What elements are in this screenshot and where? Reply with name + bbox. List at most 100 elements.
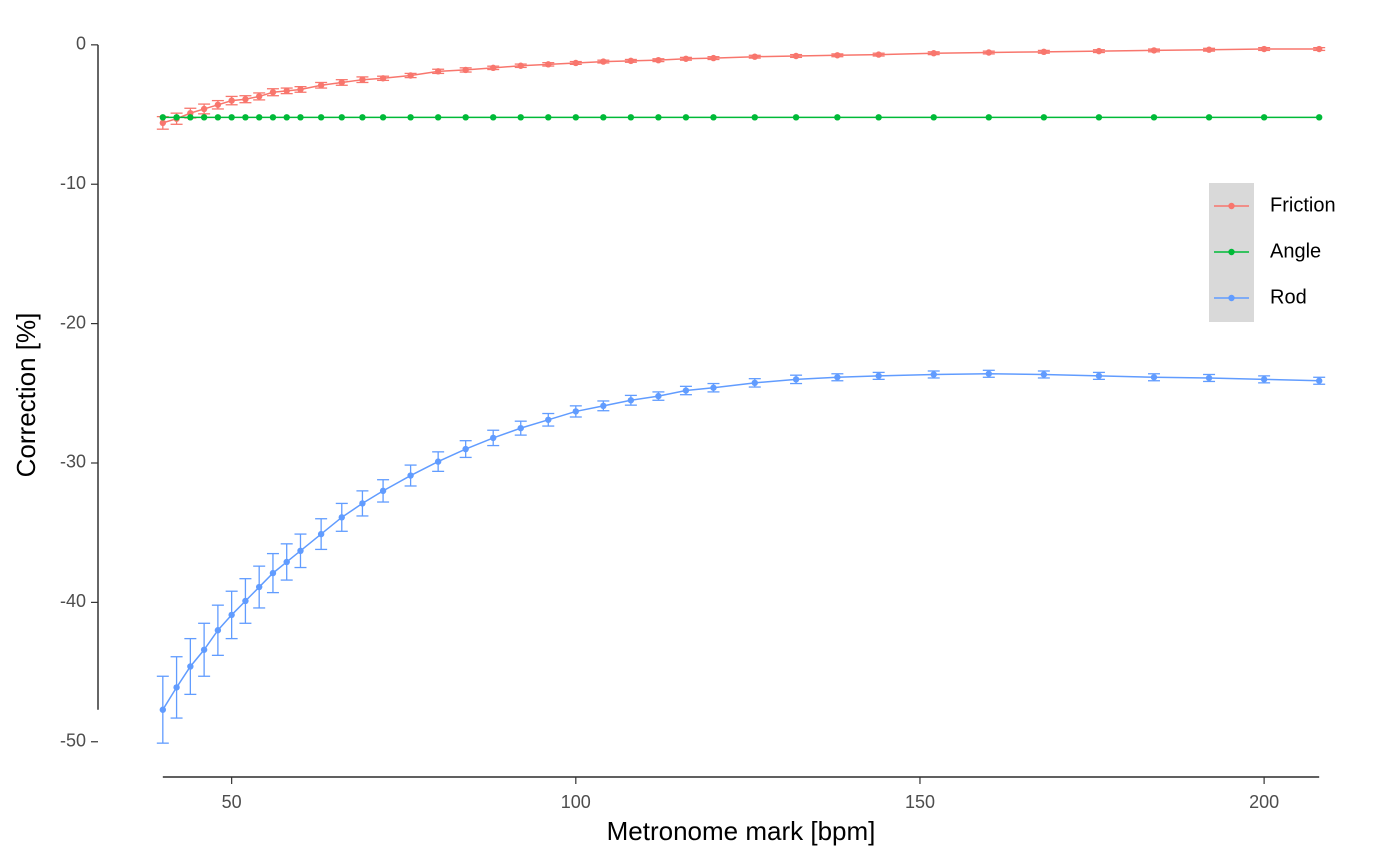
point	[1150, 114, 1158, 121]
point	[379, 75, 387, 82]
legend-label: Friction	[1270, 194, 1336, 216]
point	[875, 372, 882, 380]
point	[255, 93, 263, 100]
point	[490, 114, 497, 121]
point	[159, 706, 167, 713]
point	[545, 114, 552, 121]
point	[269, 114, 277, 121]
point	[1205, 114, 1213, 121]
point	[255, 114, 263, 121]
point	[407, 72, 414, 79]
y-tick-label: -40	[60, 591, 86, 611]
point	[751, 114, 758, 121]
point	[1095, 114, 1103, 121]
y-tick-label: -30	[60, 452, 86, 472]
point	[434, 68, 442, 75]
point	[297, 547, 304, 555]
point	[159, 114, 167, 121]
point	[1260, 45, 1268, 53]
point	[159, 119, 167, 127]
y-tick-label: -50	[60, 731, 86, 751]
point	[545, 61, 552, 68]
point	[297, 114, 304, 121]
y-tick-label: -20	[60, 312, 86, 332]
x-tick-label: 150	[905, 792, 935, 812]
point	[710, 384, 717, 391]
point	[407, 472, 414, 479]
point	[269, 89, 277, 96]
series-line	[162, 373, 1320, 711]
point	[1315, 45, 1323, 53]
point	[751, 53, 758, 60]
point	[517, 114, 524, 121]
point	[228, 114, 235, 121]
point	[875, 51, 882, 58]
point	[627, 397, 635, 404]
point	[1205, 46, 1213, 53]
point	[1315, 377, 1323, 384]
point	[407, 114, 414, 121]
point	[359, 76, 366, 83]
point	[242, 96, 249, 103]
point	[1150, 47, 1158, 54]
point	[1040, 48, 1048, 56]
x-tick-label: 200	[1249, 792, 1279, 812]
point	[985, 370, 992, 377]
point	[875, 114, 882, 121]
point	[600, 114, 607, 121]
point	[462, 445, 469, 453]
point	[283, 87, 290, 95]
legend-key-point	[1228, 294, 1235, 302]
point	[187, 114, 194, 121]
point	[462, 66, 469, 74]
point	[682, 55, 690, 62]
point	[359, 114, 366, 121]
point	[434, 114, 442, 121]
point	[1315, 114, 1323, 121]
point	[1095, 47, 1103, 55]
point	[255, 583, 263, 591]
point	[490, 434, 497, 442]
point	[379, 114, 387, 121]
point	[1205, 374, 1213, 382]
point	[317, 530, 325, 538]
point	[228, 611, 235, 619]
point	[1150, 374, 1158, 381]
legend-label: Rod	[1270, 286, 1307, 308]
point	[600, 402, 607, 410]
point	[173, 684, 180, 691]
point	[490, 64, 497, 72]
point	[792, 52, 800, 60]
point	[214, 101, 222, 108]
point	[200, 105, 208, 113]
point	[655, 114, 662, 121]
x-axis-title: Metronome mark [bpm]	[607, 816, 876, 846]
point	[792, 376, 800, 383]
point	[338, 114, 345, 121]
point	[930, 50, 937, 57]
point	[338, 79, 345, 86]
point	[283, 558, 290, 566]
point	[434, 458, 442, 465]
point	[338, 514, 345, 521]
point	[242, 114, 249, 121]
point	[682, 114, 690, 121]
point	[1095, 372, 1103, 380]
point	[228, 97, 235, 104]
point	[930, 114, 937, 121]
point	[682, 387, 690, 394]
point	[1040, 371, 1048, 378]
point	[1260, 376, 1268, 383]
point	[269, 569, 277, 577]
point	[242, 597, 249, 605]
point	[655, 392, 662, 400]
legend-key-point	[1228, 202, 1235, 210]
point	[517, 62, 524, 69]
point	[930, 371, 937, 378]
point	[1040, 114, 1048, 121]
point	[834, 114, 841, 121]
point	[359, 500, 366, 507]
point	[283, 114, 290, 121]
point	[214, 627, 222, 634]
